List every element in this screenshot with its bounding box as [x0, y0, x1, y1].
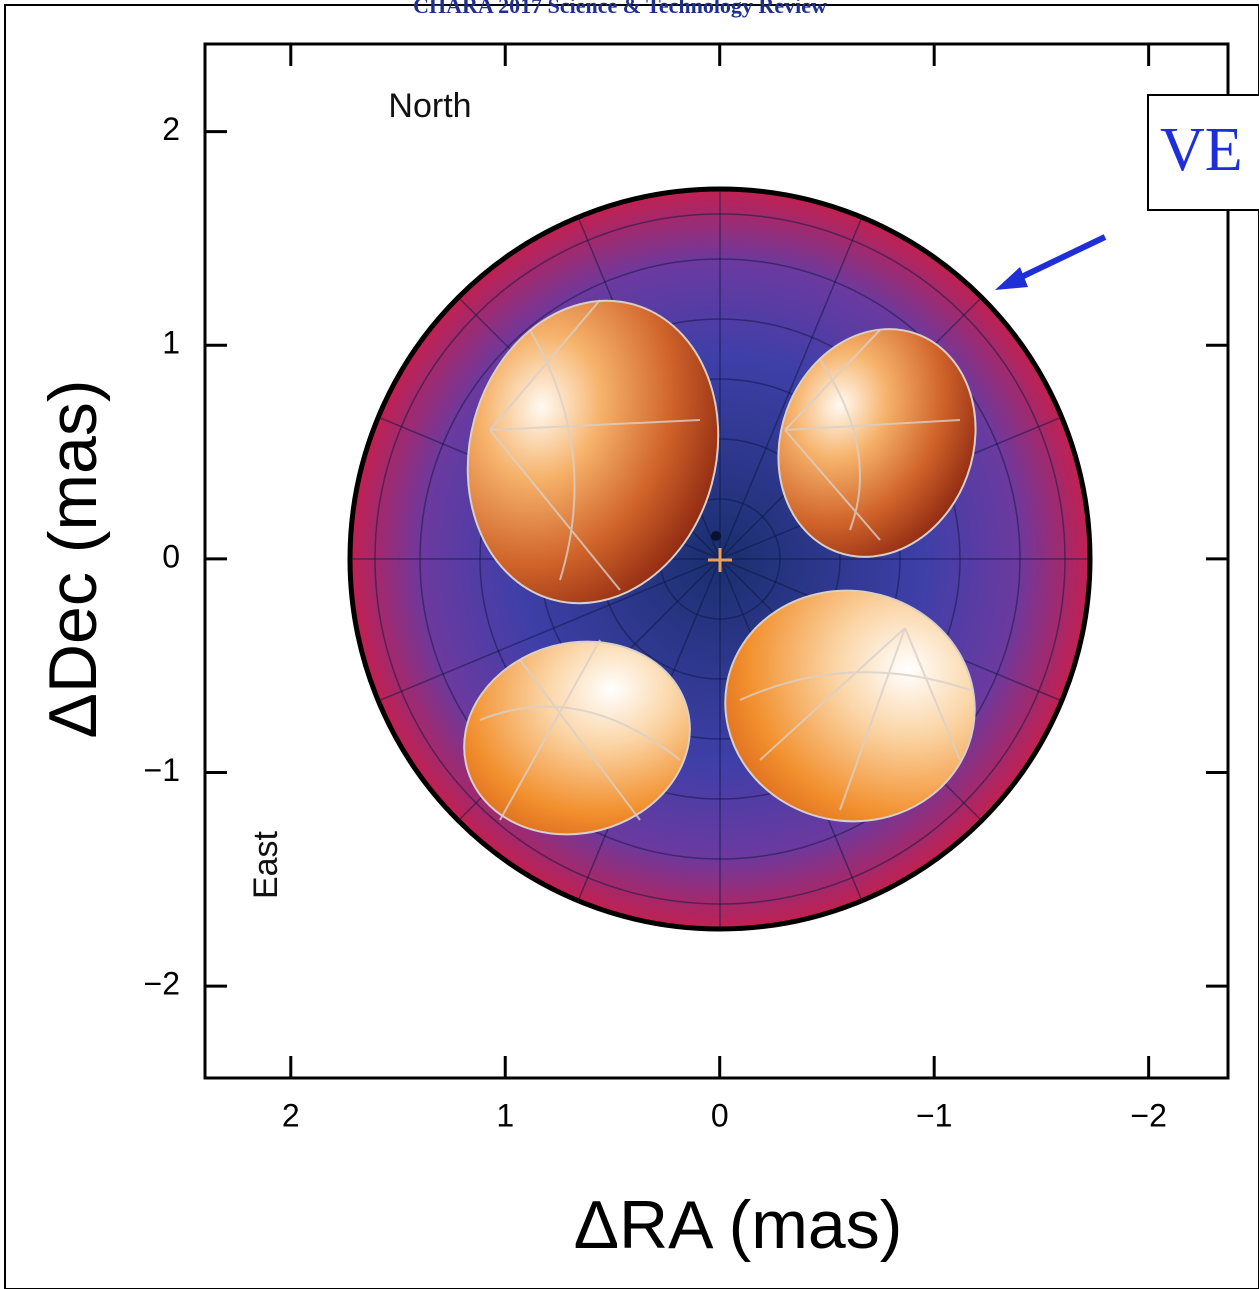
- north-label: North: [388, 87, 471, 125]
- center-cross: [708, 548, 732, 572]
- y-tick-label: 0: [162, 538, 180, 574]
- y-tick-label: −1: [144, 752, 180, 788]
- x-tick-label: −2: [1130, 1097, 1166, 1133]
- x-tick-label: 1: [496, 1097, 514, 1133]
- y-tick-label: 2: [162, 111, 180, 147]
- y-tick-label: −2: [144, 966, 180, 1002]
- ve-label: VE: [1160, 116, 1243, 184]
- x-tick-label: 0: [711, 1097, 729, 1133]
- star: [463, 640, 691, 836]
- slide-border: [4, 4, 1259, 1289]
- y-axis-label: ΔDec (mas): [35, 380, 111, 739]
- disk: [347, 186, 1093, 932]
- east-label: East: [247, 830, 285, 899]
- slide-header: CHARA 2017 Science & Technology Review: [413, 0, 827, 18]
- axes: 2 1 0 −1 −2 −2 −1 0 1 2: [144, 44, 1228, 1133]
- x-axis-label: ΔRA (mas): [574, 1187, 903, 1263]
- x-tick-label: 2: [282, 1097, 300, 1133]
- y-tick-label: 1: [162, 325, 180, 361]
- star: [466, 299, 720, 605]
- star: [724, 589, 976, 823]
- star-grid: [479, 299, 971, 821]
- stars: [463, 299, 977, 836]
- x-tick-label: −1: [916, 1097, 952, 1133]
- center-dot: [711, 531, 721, 541]
- arrow: [995, 234, 1107, 290]
- annotation-box: [1147, 94, 1259, 211]
